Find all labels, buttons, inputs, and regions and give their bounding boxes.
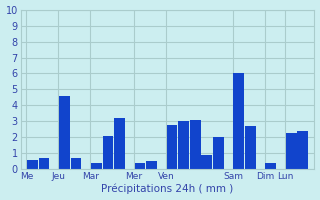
- Bar: [234, 73, 244, 169]
- Bar: [190, 120, 201, 169]
- Bar: [146, 161, 157, 169]
- X-axis label: Précipitations 24h ( mm ): Précipitations 24h ( mm ): [101, 184, 234, 194]
- Bar: [70, 158, 81, 169]
- Bar: [27, 160, 37, 169]
- Bar: [178, 121, 189, 169]
- Bar: [166, 125, 177, 169]
- Bar: [38, 158, 49, 169]
- Bar: [201, 155, 212, 169]
- Bar: [266, 163, 276, 169]
- Bar: [286, 133, 297, 169]
- Bar: [134, 163, 145, 169]
- Bar: [91, 163, 101, 169]
- Bar: [114, 118, 125, 169]
- Bar: [102, 136, 113, 169]
- Bar: [59, 96, 69, 169]
- Bar: [213, 137, 224, 169]
- Bar: [245, 126, 256, 169]
- Bar: [298, 131, 308, 169]
